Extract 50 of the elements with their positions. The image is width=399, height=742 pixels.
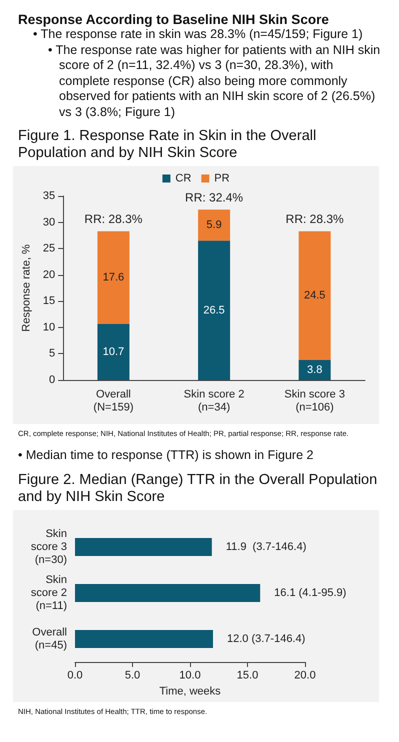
text: • The response rate was higher for patients with an NIH skin score of 2 (n=11, 32.4%) vs 3 (n=30, 28.3%), with complete response (CR) also being more commonly observed for patients with an NIH skin score of 2 (26.5%) vs 3 (3.8%; Figure 1) xyxy=(48,42,382,120)
bar xyxy=(97,231,130,324)
data-label: 26.5 xyxy=(203,304,225,316)
x-tick-label: 0.0 xyxy=(67,669,83,681)
x-tick-label: 20.0 xyxy=(294,669,316,681)
x-tick-label: Skin score 2 (n=34) xyxy=(184,388,244,414)
chart-title: Figure 2. Median (Range) TTR in the Overall Population and by NIH Skin Score xyxy=(18,472,378,506)
y-tick-label: 25 xyxy=(42,242,56,255)
data-label: 17.6 xyxy=(102,271,124,284)
y-axis-title: Response rate, % xyxy=(20,244,32,332)
total-label: RR: 28.3% xyxy=(84,212,143,226)
y-tick-label: 35 xyxy=(42,190,56,202)
bar xyxy=(75,538,212,556)
y-tick-label: 0 xyxy=(49,374,56,386)
y-tick-label: 15 xyxy=(42,295,56,308)
text: • The response rate in skin was 28.3% (n=45/159; Figure 1) xyxy=(33,27,364,42)
legend-label: PR xyxy=(214,172,230,184)
x-tick-label: Overall (N=159) xyxy=(93,388,134,414)
y-tick-label: 20 xyxy=(42,268,56,281)
bar xyxy=(75,630,213,648)
data-label: 3.8 xyxy=(307,364,322,376)
y-tick-label: 10 xyxy=(42,321,56,334)
data-label: 5.9 xyxy=(206,219,222,232)
data-label: 10.7 xyxy=(102,346,124,358)
y-tick-label: Skin score 2 (n=11) xyxy=(30,574,67,612)
chart-subtitle: Figure 1. Response Rate in Skin in the Overall Population and by NIH Skin Score xyxy=(18,128,318,162)
bar xyxy=(198,210,230,241)
chart-title: Response According to Baseline NIH Skin Score xyxy=(18,12,330,27)
x-tick-label: Skin score 3 (n=106) xyxy=(284,388,345,414)
data-label: 12.0 (3.7-146.4) xyxy=(227,632,306,644)
total-label: RR: 32.4% xyxy=(185,190,244,205)
bar xyxy=(198,240,230,380)
text: • Median time to response (TTR) is shown in Figure 2 xyxy=(18,448,314,464)
x-axis-title: Time, weeks xyxy=(159,685,222,697)
x-tick-label: 15.0 xyxy=(236,669,258,681)
bar xyxy=(298,360,331,380)
y-tick-label: 5 xyxy=(49,348,56,360)
y-tick-label: Skin score 3 (n=30) xyxy=(30,528,67,566)
legend-label: CR xyxy=(175,172,192,184)
total-label: RR: 28.3% xyxy=(286,212,344,226)
bar xyxy=(75,584,260,602)
x-tick-label: 5.0 xyxy=(124,669,140,681)
y-tick-label: 30 xyxy=(42,216,56,228)
data-label: 16.1 (4.1-95.9) xyxy=(274,586,346,598)
bar xyxy=(298,231,331,360)
data-label: 24.5 xyxy=(304,290,326,302)
bar xyxy=(97,324,130,380)
y-tick-label: Overall (n=45) xyxy=(32,626,67,651)
data-label: 11.9 (3.7-146.4) xyxy=(226,540,306,552)
x-tick-label: 10.0 xyxy=(179,669,201,681)
